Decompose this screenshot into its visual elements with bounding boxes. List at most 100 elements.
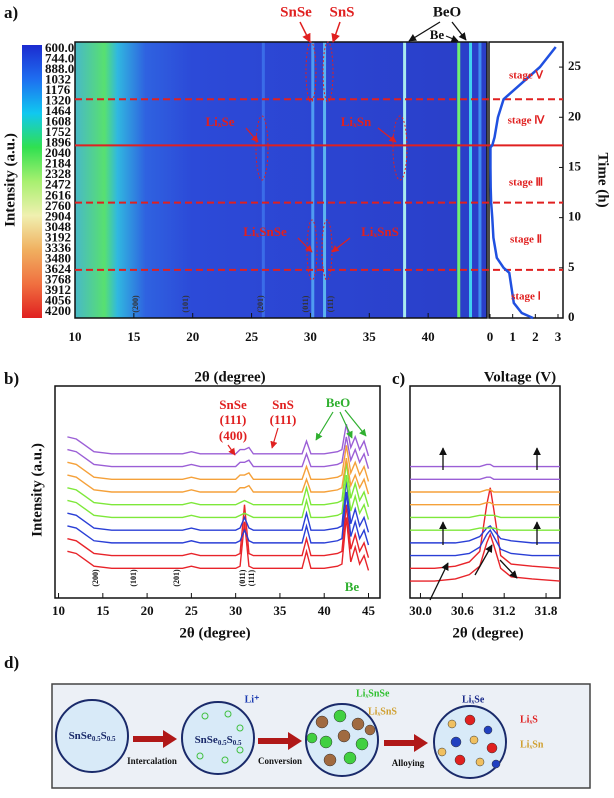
colorbar-tick-label: 2472 bbox=[45, 177, 71, 192]
label: LiₓSn bbox=[520, 739, 544, 750]
colorbar-tick-label: 3768 bbox=[45, 271, 72, 286]
label: LiₓSnS bbox=[368, 706, 397, 717]
colorbar-tick-label: 600.0 bbox=[45, 40, 74, 55]
annotation: (400) bbox=[219, 428, 247, 443]
x-tick-label: 20 bbox=[186, 329, 199, 344]
panel-b-text: b) Intensity (a.u.) 2θ (degree) SnSe (11… bbox=[4, 369, 367, 641]
label: Li⁺ bbox=[245, 694, 260, 705]
x-tick-label: 30 bbox=[304, 329, 317, 344]
plot-frame bbox=[74, 41, 488, 319]
spectrum bbox=[410, 528, 560, 557]
x-tick-label: 15 bbox=[127, 329, 141, 344]
spectrum bbox=[410, 514, 560, 519]
annotation: (111) bbox=[270, 412, 297, 427]
spectrum bbox=[410, 527, 560, 531]
formula-part: 0.5 bbox=[233, 739, 242, 747]
stage-label: stage Ⅴ bbox=[509, 70, 544, 82]
panel-a: 10 15 20 25 30 35 40 0 1 2 30510152025600.0744.088… bbox=[22, 40, 582, 344]
peak-stripe bbox=[457, 42, 461, 318]
arrow bbox=[339, 411, 353, 439]
label: LiₓSe bbox=[462, 694, 485, 705]
panel-b: 10 15 20 25 30 35 40 45 bbox=[52, 385, 381, 618]
formula: SnSe0.5S0.5 bbox=[69, 730, 116, 743]
annotation: BeO bbox=[433, 4, 461, 20]
peak-stripe bbox=[311, 42, 315, 318]
peak-stripe bbox=[403, 42, 407, 318]
arrow bbox=[133, 730, 177, 748]
colorbar-tick-label: 4200 bbox=[45, 303, 71, 318]
annotation: LiₓSn bbox=[341, 114, 372, 129]
highlight bbox=[322, 41, 334, 103]
spectrum bbox=[410, 463, 560, 468]
colorbar-tick-label: 1608 bbox=[45, 114, 72, 129]
x-tick-label: 25 bbox=[185, 603, 199, 618]
annotation: Be bbox=[430, 27, 445, 42]
arrow bbox=[258, 732, 302, 750]
miller-index: (101) bbox=[129, 569, 138, 587]
x-tick-label: 40 bbox=[422, 329, 435, 344]
peak-stripe bbox=[261, 42, 265, 318]
label: LiₓSnSe bbox=[356, 688, 390, 699]
plot-frame bbox=[488, 41, 564, 319]
colorbar-tick-label: 1464 bbox=[45, 103, 72, 118]
annotation: (111) bbox=[220, 412, 247, 427]
panel-label: a) bbox=[4, 3, 18, 22]
colorbar-tick-label: 1752 bbox=[45, 124, 71, 139]
miller-index: (011) bbox=[238, 569, 247, 586]
formula: SnSe0.5S0.5 bbox=[195, 734, 242, 747]
x-tick-label: 35 bbox=[363, 329, 377, 344]
peak-stripe bbox=[469, 42, 473, 318]
formula-part: SnSe bbox=[69, 730, 92, 742]
x-tick-label: 10 bbox=[69, 329, 82, 344]
panel-a-text: a) Intensity (a.u.) Time (h) 2θ (degree)… bbox=[2, 3, 610, 386]
formula-part: S bbox=[227, 734, 233, 746]
x-tick-label: 30 bbox=[229, 603, 242, 618]
annotation: SnS bbox=[329, 4, 354, 20]
spectrum bbox=[67, 457, 370, 495]
colorbar-tick-label: 3336 bbox=[45, 240, 72, 255]
li-ions bbox=[196, 710, 244, 764]
miller-index: (111) bbox=[326, 295, 335, 312]
spectrum bbox=[67, 491, 370, 546]
colorbar-tick-label: 3048 bbox=[45, 219, 72, 234]
arrow bbox=[445, 35, 459, 42]
highlight bbox=[305, 41, 317, 103]
formula-part: SnSe bbox=[195, 734, 218, 746]
spectrum bbox=[410, 489, 560, 493]
x-tick-label: 15 bbox=[96, 603, 110, 618]
arrow bbox=[297, 237, 313, 253]
panel-c-text: c) 2θ (degree) bbox=[392, 369, 541, 641]
y-tick-label: 25 bbox=[568, 58, 582, 73]
arrow bbox=[451, 21, 467, 41]
x-tick-label: 30.0 bbox=[409, 603, 432, 618]
miller-index: (200) bbox=[131, 295, 140, 313]
x-axis-label: 2θ (degree) bbox=[179, 625, 250, 641]
colorbar-tick-label: 888.0 bbox=[45, 61, 74, 76]
miller-index: (101) bbox=[181, 295, 190, 313]
arrow bbox=[499, 559, 518, 579]
arrow bbox=[227, 444, 236, 456]
highlight bbox=[392, 115, 408, 181]
spectrum bbox=[410, 525, 560, 544]
spectrum bbox=[410, 476, 560, 480]
miller-index: (111) bbox=[247, 569, 256, 586]
annotation: BeO bbox=[326, 395, 351, 410]
colorbar-tick-label: 2760 bbox=[45, 198, 71, 213]
colorbar-tick-label: 1896 bbox=[45, 135, 72, 150]
x-tick-label: 0 bbox=[487, 329, 494, 344]
colorbar-tick-label: 744.0 bbox=[45, 51, 74, 66]
x-tick-label: 35 bbox=[273, 603, 287, 618]
grains bbox=[306, 709, 376, 767]
x-tick-label: 30.6 bbox=[451, 603, 474, 618]
formula-part: S bbox=[101, 730, 107, 742]
peak-stripe bbox=[478, 42, 482, 318]
x-axis-label: Voltage (V) bbox=[484, 369, 556, 385]
annotation: LiₓSe bbox=[205, 114, 234, 129]
spectrum bbox=[67, 517, 370, 571]
panel-label: b) bbox=[4, 369, 19, 388]
spectrum bbox=[67, 462, 370, 508]
x-tick-label: 3 bbox=[555, 329, 562, 344]
panel-c: 30.0 30.6 31.2 31.8 bbox=[409, 385, 561, 618]
spectrum bbox=[410, 501, 560, 506]
voltage-curve bbox=[489, 46, 557, 320]
